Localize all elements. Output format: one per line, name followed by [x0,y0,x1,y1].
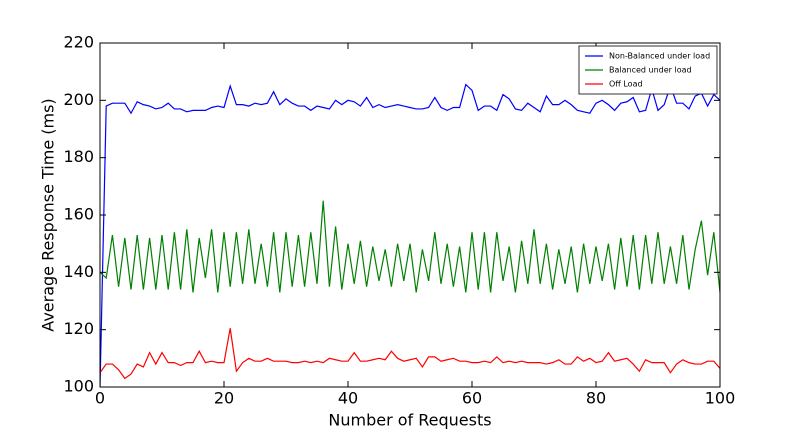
x-tick-label: 0 [95,389,105,408]
plot-frame [99,42,721,388]
legend-label: Off Load [609,80,643,89]
data-line [100,200,720,293]
y-tick-label: 220 [63,33,94,52]
y-tick-label: 180 [63,147,94,166]
x-tick-label: 100 [705,389,736,408]
y-axis-label: Average Response Time (ms) [39,98,58,331]
y-tick-label: 200 [63,90,94,109]
legend-label: Balanced under load [609,66,692,75]
plot-area [100,83,720,387]
y-tick-label: 120 [63,319,94,338]
data-line [100,328,720,380]
data-line [100,83,720,387]
y-tick-label: 140 [63,262,94,281]
x-axis-label: Number of Requests [328,411,491,430]
x-tick-label: 40 [338,389,358,408]
x-tick-label: 20 [214,389,234,408]
x-tick-label: 80 [586,389,606,408]
y-tick-label: 100 [63,377,94,396]
y-tick-label: 160 [63,205,94,224]
legend-label: Non-Balanced under load [609,52,710,61]
x-tick-label: 60 [462,389,482,408]
